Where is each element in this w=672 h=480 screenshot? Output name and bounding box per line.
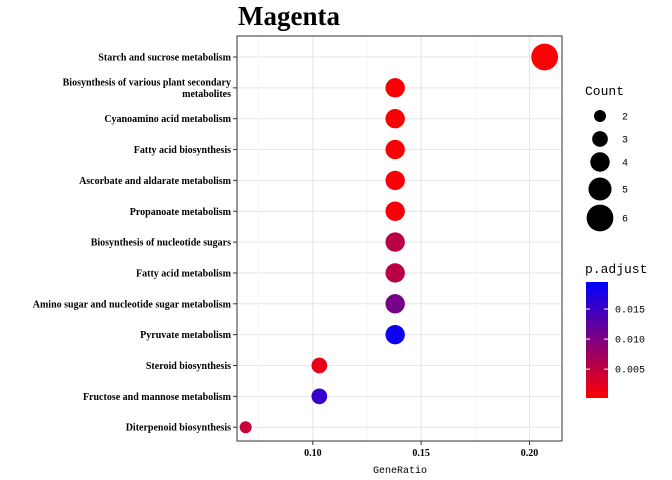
panel-border [236,35,563,442]
color-legend-title: p.adjust [585,262,647,277]
size-legend-label: 6 [622,215,628,226]
y-tick-label: Fatty acid biosynthesis [134,145,231,156]
data-point [385,170,405,191]
size-legend: Count 2 3 4 5 6 [585,84,628,232]
data-point [385,139,405,160]
x-axis-ticks: 0.10 0.15 0.20 [304,441,538,459]
color-legend-label: 0.005 [615,366,645,377]
x-tick-label: 0.15 [412,448,430,459]
size-legend-key [586,204,614,232]
data-point [239,421,252,434]
data-point [385,294,405,314]
size-legend-key [588,177,612,201]
size-legend-label: 5 [622,186,628,197]
size-legend-label: 3 [622,136,628,147]
color-legend-label: 0.015 [615,306,645,317]
data-point [385,263,405,283]
data-points [239,43,559,434]
size-legend-title: Count [585,84,624,99]
size-legend-label: 2 [622,113,628,124]
size-legend-label: 4 [622,159,628,170]
y-tick-label: Propanoate metabolism [130,207,232,218]
data-point [311,388,328,405]
x-tick-label: 0.10 [304,448,322,459]
y-tick-label: Diterpenoid biosynthesis [126,423,231,434]
color-legend: p.adjust 0.005 0.010 0.015 [585,262,647,398]
y-tick-label: Biosynthesis of nucleotide sugars [91,238,231,249]
data-point [531,43,559,71]
y-tick-label: Starch and sucrose metabolism [98,53,231,64]
data-point [385,78,405,98]
y-tick-label: Fructose and mannose metabolism [83,392,232,403]
y-tick-label: Cyanoamino acid metabolism [104,114,231,125]
y-tick-label: Amino sugar and nucleotide sugar metabol… [33,299,232,310]
data-point [311,357,328,374]
x-tick-label: 0.20 [521,448,539,459]
y-tick-label: Biosynthesis of various plant secondary m… [63,78,231,101]
size-legend-key [594,110,606,122]
y-tick-label: Fatty acid metabolism [136,268,232,279]
size-legend-key [590,152,610,172]
color-bar [586,282,608,398]
x-axis-title: GeneRatio [373,465,427,477]
y-tick-label: Pyruvate metabolism [140,330,231,341]
y-tick-label: Steroid biosynthesis [146,361,231,372]
y-tick-label: Ascorbate and aldarate metabolism [79,176,232,187]
size-legend-key [592,131,608,147]
data-point [385,232,405,252]
color-legend-label: 0.010 [615,336,645,347]
chart-title: Magenta [238,1,340,31]
data-point [385,109,405,129]
data-point [385,324,405,345]
data-point [385,201,405,221]
y-axis-labels: Starch and sucrose metabolism Biosynthesi… [33,53,237,434]
